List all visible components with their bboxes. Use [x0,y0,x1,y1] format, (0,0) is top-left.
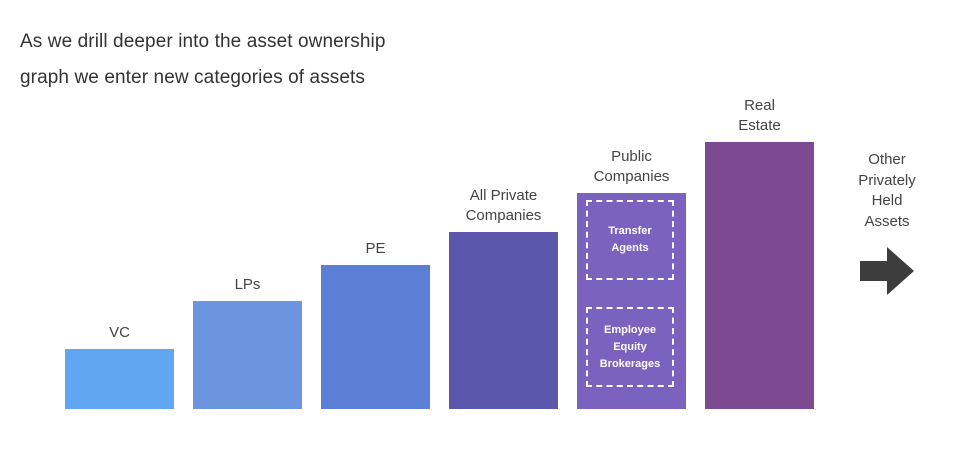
bar-label-3-line-0: All Private [469,187,538,204]
side-label-line-1: Other [868,151,906,168]
bar-1 [193,301,302,409]
employee-equity-brokerages-box: Employee Equity Brokerages [586,307,674,387]
side-label-line-2: Privately [858,171,916,189]
bar-0 [65,349,174,409]
bar-label-1-line-0: LPs [234,276,261,293]
bar-label-4-line-0: Public [611,148,652,165]
bar-label-2: PE [306,239,446,259]
transfer-agents-box: Transfer Agents [586,200,674,280]
bar-label-2-line-0: PE [365,240,386,257]
slide-title-line-1: As we drill deeper into the asset owners… [20,31,386,52]
bar-label-5: Real Estate [690,96,830,136]
side-label-line-4: Assets [864,212,910,230]
bar-5 [705,142,814,409]
transfer-agents-line-2: Agents [611,242,649,254]
arrow-right-icon [860,247,914,295]
bar-label-4-line-1: Companies [593,168,670,185]
bar-label-5-line-1: Estate [738,117,781,134]
bar-4 [577,193,686,409]
employee-equity-line-3: Brokerages [599,357,661,370]
bar-2 [321,265,430,409]
bar-label-1: LPs [178,275,318,295]
bar-label-3-line-1: Companies [465,207,542,224]
slide-title-line-2: graph we enter new categories of assets [20,67,366,88]
bar-label-3: All Private Companies [434,186,574,226]
side-label-line-3: Held [871,192,903,209]
transfer-agents-line-1: Transfer [608,225,652,237]
employee-equity-line-2: Equity [613,340,647,353]
bar-label-0-line-0: VC [109,324,130,341]
employee-equity-line-1: Employee [604,323,656,336]
bar-label-4: Public Companies [562,147,702,187]
bar-label-0: VC [50,323,190,343]
bar-3 [449,232,558,409]
bar-label-5-line-0: Real [744,97,775,114]
other-privately-held-assets-label: Other Privately Held Assets [837,150,937,232]
